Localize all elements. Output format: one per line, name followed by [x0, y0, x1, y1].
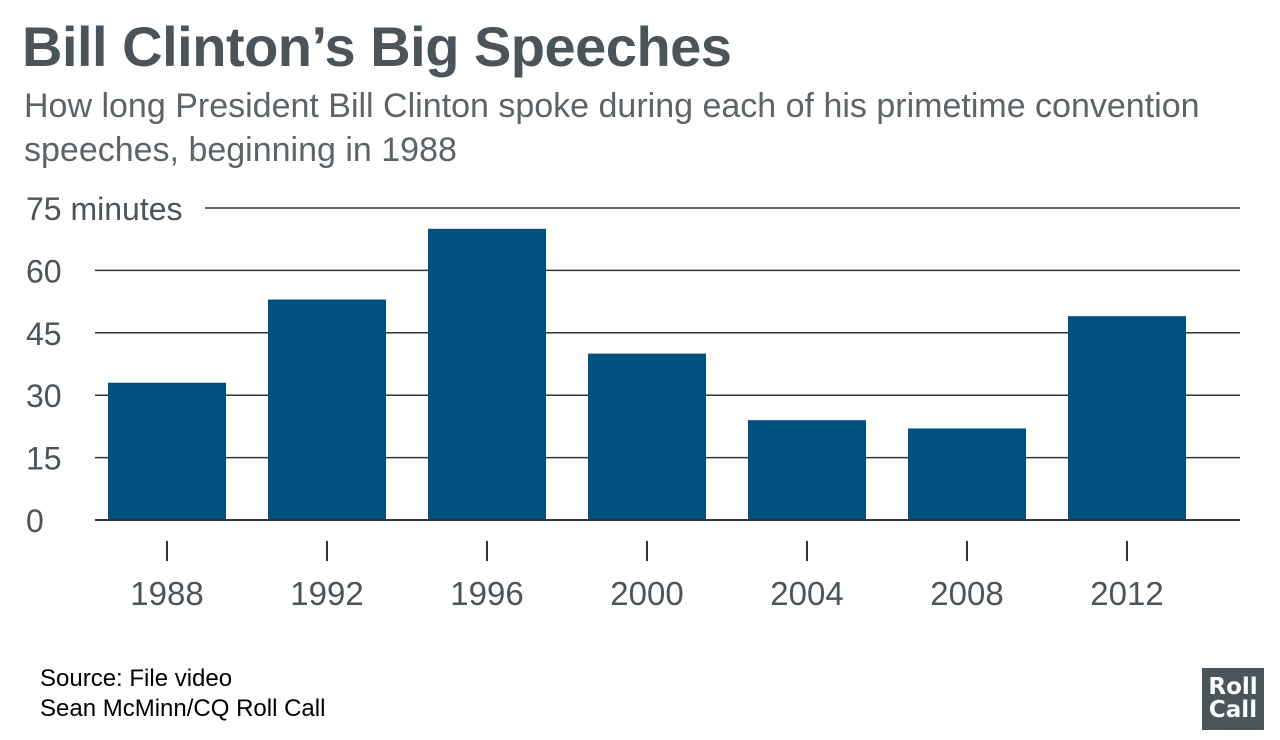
x-tick-label-2004: 2004 — [770, 575, 843, 612]
x-tick-label-2012: 2012 — [1090, 575, 1163, 612]
logo-line-1: Roll — [1208, 674, 1258, 700]
y-tick-label-60: 60 — [26, 253, 62, 289]
y-tick-label-0: 0 — [26, 503, 44, 539]
x-axis-labels: 1988 1992 1996 2000 2004 2008 2012 — [130, 575, 1163, 612]
x-tick-label-2000: 2000 — [610, 575, 683, 612]
x-tick-label-2008: 2008 — [930, 575, 1003, 612]
bar-2012 — [1068, 316, 1186, 520]
x-axis-ticks — [166, 541, 1128, 561]
roll-call-logo: Roll Call — [1202, 668, 1264, 730]
bar-2000 — [588, 353, 706, 520]
y-tick-label-45: 45 — [26, 316, 62, 352]
y-tick-label-15: 15 — [26, 441, 62, 477]
y-tick-label-30: 30 — [26, 378, 62, 414]
x-tick-label-1992: 1992 — [290, 575, 363, 612]
x-tick-label-1996: 1996 — [450, 575, 523, 612]
bar-1996 — [428, 228, 546, 521]
bar-2008 — [908, 428, 1026, 520]
chart-title: Bill Clinton’s Big Speeches — [22, 15, 732, 78]
y-axis-labels: 0 15 30 45 60 75 minutes — [26, 191, 183, 539]
source-text: Source: File video — [40, 665, 233, 692]
bar-2004 — [748, 420, 866, 520]
source-note: Source: File video Sean McMinn/CQ Roll C… — [40, 664, 325, 724]
chart-subtitle: How long President Bill Clinton spoke du… — [24, 87, 1200, 169]
x-tick-label-1988: 1988 — [130, 575, 203, 612]
bar-1992 — [268, 299, 386, 520]
bar-1988 — [108, 382, 226, 520]
logo-line-2: Call — [1208, 697, 1258, 723]
bar-chart: 0 15 30 45 60 75 minutes 1988 1992 1996 2000 2004… — [26, 191, 1240, 612]
bars — [108, 228, 1186, 521]
y-tick-label-75: 75 minutes — [26, 191, 183, 227]
credit-text: Sean McMinn/CQ Roll Call — [40, 695, 326, 722]
